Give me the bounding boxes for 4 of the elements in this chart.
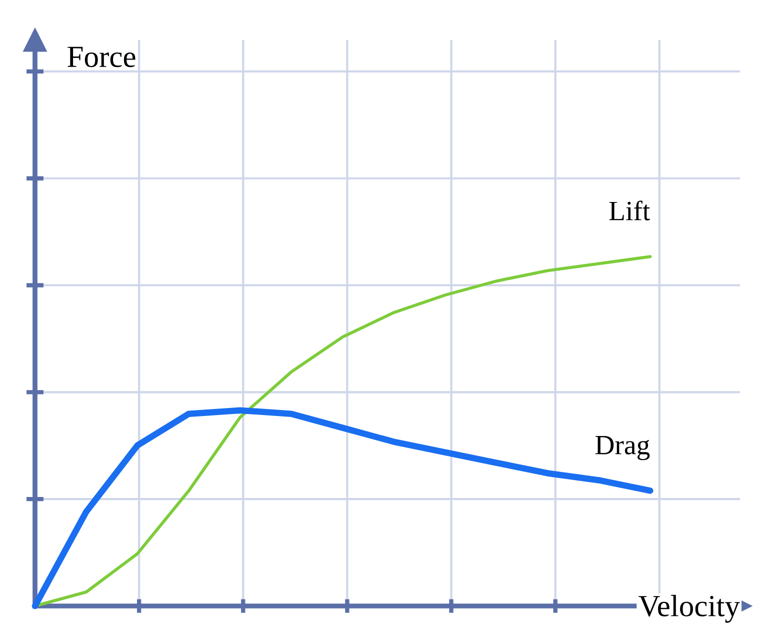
text: Force: [68, 46, 136, 68]
x-axis-title: Velocity: [638, 594, 740, 623]
series-label: Drag: [595, 436, 650, 460]
series-label: Lift: [609, 200, 650, 220]
